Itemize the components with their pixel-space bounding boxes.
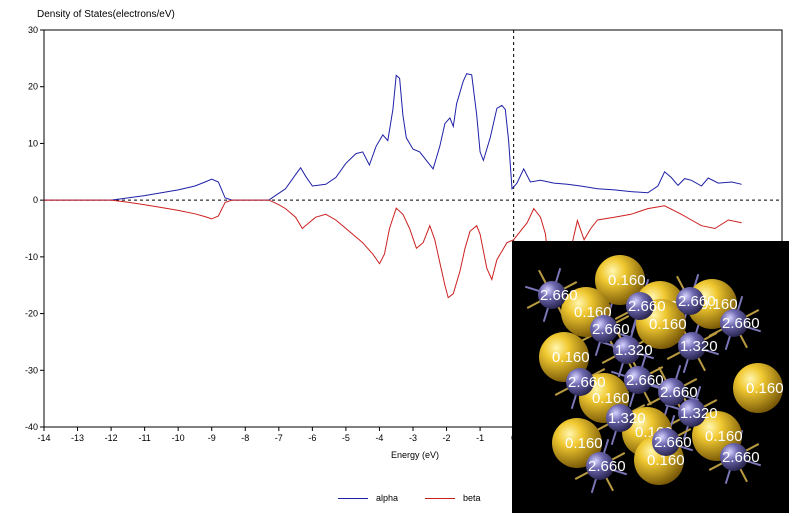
- nitrogen-atom: [678, 332, 706, 360]
- x-tick-label: -1: [476, 433, 484, 443]
- x-tick-label: -4: [375, 433, 383, 443]
- y-tick-label: 20: [28, 82, 38, 92]
- y-tick-label: 0: [33, 195, 38, 205]
- legend-swatch-alpha: [338, 498, 368, 499]
- nitrogen-atom: [626, 292, 654, 320]
- x-tick-label: -8: [241, 433, 249, 443]
- atom-charge-label: 2.660: [588, 458, 626, 475]
- chart-series: [44, 73, 742, 385]
- atom-charge-label: 0.160: [649, 316, 687, 333]
- x-tick-label: -14: [37, 433, 50, 443]
- nitrogen-atom: [624, 366, 652, 394]
- nitrogen-atom: [586, 452, 614, 480]
- molecule-inset: 0.160 0.160 0.160 0.160 0.160 0.160 0.160 0.160…: [512, 241, 789, 513]
- gold-atom: [552, 418, 602, 468]
- nitrogen-atom: [676, 287, 704, 315]
- x-tick-label: -5: [342, 433, 350, 443]
- nitrogen-atom: [566, 368, 594, 396]
- atom-charge-label: 2.660: [654, 434, 692, 451]
- atom-charge-label: 2.660: [540, 287, 578, 304]
- legend-swatch-beta: [425, 498, 455, 499]
- atom-charge-label: 0.160: [592, 390, 630, 407]
- x-tick-label: -10: [172, 433, 185, 443]
- atom-charge-label: 2.660: [722, 449, 760, 466]
- x-tick-label: -9: [208, 433, 216, 443]
- atom-charge-label: 2.660: [628, 298, 666, 315]
- gold-atom: [733, 363, 783, 413]
- chart-title: Density of States(electrons/eV): [37, 9, 175, 20]
- atom-charge-label: 2.660: [568, 374, 606, 391]
- atom-charge-label: 0.160: [705, 428, 743, 445]
- nitrogen-atom: [606, 404, 634, 432]
- y-tick-label: -40: [25, 422, 38, 432]
- y-tick-label: -20: [25, 309, 38, 319]
- atom-charge-label: 2.660: [722, 315, 760, 332]
- atoms: 0.160 0.160 0.160 0.160 0.160 0.160 0.160 0.160…: [538, 255, 784, 485]
- atom-charge-label: 1.320: [615, 342, 653, 359]
- atom-charge-label: 0.160: [700, 296, 738, 313]
- molecule-structure: 0.160 0.160 0.160 0.160 0.160 0.160 0.160 0.160…: [524, 255, 784, 494]
- x-tick-label: -2: [443, 433, 451, 443]
- series-line-alpha: [44, 73, 742, 201]
- nitrogen-atom: [720, 443, 748, 471]
- x-tick-label: -3: [409, 433, 417, 443]
- nitrogen-atom: [613, 336, 641, 364]
- gold-atom: [595, 255, 645, 305]
- atom-charge-label: 2.660: [678, 293, 716, 310]
- atom-charge-label: 1.320: [680, 405, 718, 422]
- nitrogen-atom: [538, 281, 566, 309]
- atom-charge-label: 2.660: [626, 372, 664, 389]
- x-tick-label: -13: [71, 433, 84, 443]
- legend-label-alpha: alpha: [376, 493, 399, 503]
- x-tick-label: -6: [308, 433, 316, 443]
- nitrogen-atom: [590, 315, 618, 343]
- legend-label-beta: beta: [463, 493, 481, 503]
- atom-charge-label: 0.160: [647, 452, 685, 469]
- y-tick-label: 30: [28, 25, 38, 35]
- y-tick-label: 10: [28, 138, 38, 148]
- atom-charge-label: 0.160: [746, 380, 784, 397]
- nitrogen-atom: [658, 378, 686, 406]
- atom-charge-label: 0.160: [608, 272, 646, 289]
- atom-charge-label: 0.160: [565, 435, 603, 452]
- x-tick-label: -12: [105, 433, 118, 443]
- atom-charge-label: 0.160: [552, 349, 590, 366]
- atom-charge-label: 2.660: [592, 321, 630, 338]
- nitrogen-atom: [678, 399, 706, 427]
- x-tick-label: -11: [138, 433, 150, 443]
- x-axis-label: Energy (eV): [390, 450, 440, 460]
- y-tick-label: -10: [25, 252, 38, 262]
- atom-charge-label: 1.320: [608, 410, 646, 427]
- atom-charge-label: 2.660: [660, 384, 698, 401]
- nitrogen-atom: [720, 309, 748, 337]
- atom-charge-label: 1.320: [680, 338, 718, 355]
- series-line-beta: [44, 199, 742, 385]
- nitrogen-atom: [652, 428, 680, 456]
- x-tick-label: -7: [275, 433, 283, 443]
- y-tick-label: -30: [25, 365, 38, 375]
